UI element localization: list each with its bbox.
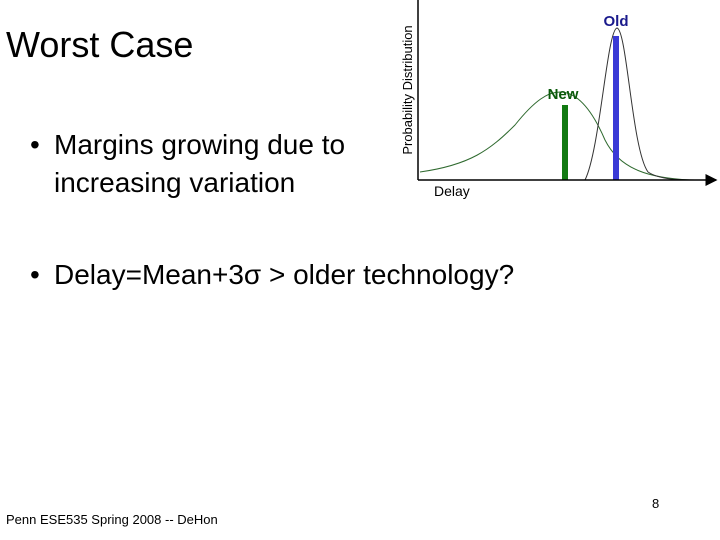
- footer: Penn ESE535 Spring 2008 -- DeHon: [6, 512, 218, 527]
- bullet: • Margins growing due to increasing vari…: [30, 126, 390, 202]
- slide-title: Worst Case: [6, 24, 194, 65]
- new-label: New: [548, 86, 579, 103]
- bullet-dot: •: [30, 259, 40, 290]
- y-axis-label: Probability Distribution: [400, 25, 415, 154]
- old-label: Old: [604, 13, 629, 30]
- x-axis-label: Delay: [434, 183, 470, 199]
- old-delay-bar: [613, 36, 619, 180]
- bullet-dot: •: [30, 129, 40, 160]
- new-delay-bar: [562, 105, 568, 180]
- new-distribution-curve: [419, 91, 691, 181]
- bullet: • Delay=Mean+3σ > older technology?: [30, 256, 514, 294]
- bullet-text: Delay=Mean+3σ > older technology?: [54, 259, 515, 290]
- old-distribution-curve: [584, 27, 701, 181]
- delay-distribution-figure: Probability Distribution Delay Old New: [400, 0, 718, 199]
- bullet-text: Margins growing due to increasing variat…: [54, 129, 346, 198]
- page-number: 8: [652, 496, 660, 511]
